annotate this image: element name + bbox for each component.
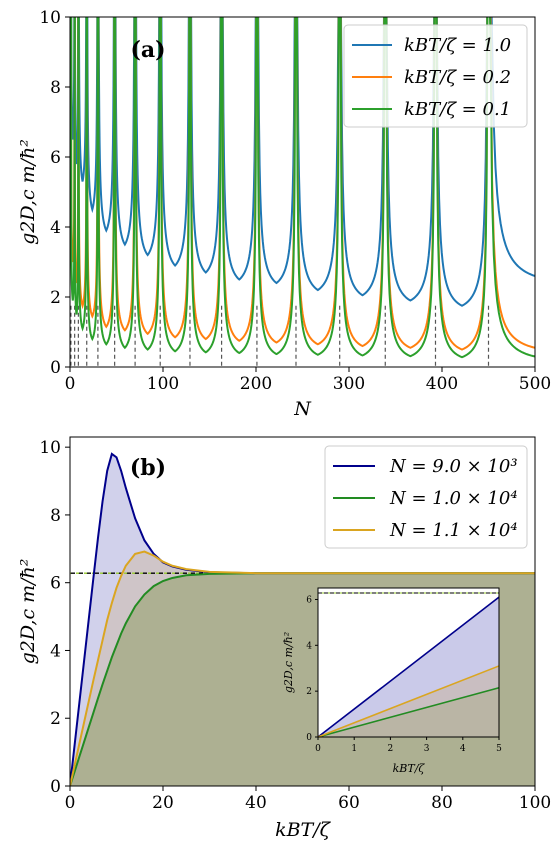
inset-x-tick-label: 2 (388, 744, 394, 754)
inset-x-tick-label: 0 (315, 744, 321, 754)
y-axis-label: g2D,c m/ħ² (17, 559, 39, 665)
panel-label-a: (a) (130, 37, 165, 63)
y-tick-label: 6 (50, 148, 61, 168)
series-line-3 (70, 550, 535, 786)
resonance-lines (70, 305, 490, 367)
x-tick-label: 100 (519, 793, 551, 813)
series-line-1 (70, 17, 535, 307)
inset-y-tick-label: 0 (306, 733, 312, 743)
axes-frame-b (69, 436, 536, 787)
y-tick-label: 2 (50, 288, 61, 308)
inset-y-tick-label: 6 (306, 595, 312, 605)
y-tick-label: 6 (50, 574, 61, 594)
inset: 0 1 2 3 4 5 0 2 4 6 kBT/ζ g2D,c m/ħ² (282, 587, 502, 775)
y-tick-label: 8 (50, 506, 61, 526)
legend-label: kBT/ζ = 0.2 (404, 67, 511, 88)
y-tick-label: 8 (50, 78, 61, 98)
inset-line-3 (317, 665, 500, 738)
series-line-3 (70, 17, 535, 359)
x-axis-label: kBT/ζ (275, 819, 332, 841)
x-tick-label: 300 (333, 374, 365, 394)
x-tick-label: 40 (245, 793, 267, 813)
x-tick-label: 0 (65, 793, 76, 813)
legend-label: kBT/ζ = 0.1 (404, 99, 511, 120)
inset-x-tick-label: 4 (460, 744, 466, 754)
legend-a: kBT/ζ = 1.0 kBT/ζ = 0.2 kBT/ζ = 0.1 (343, 24, 528, 128)
legend-b: N = 9.0 × 10³ N = 1.0 × 10⁴ N = 1.1 × 10⁴ (324, 445, 528, 549)
inset-x-tick-label: 1 (351, 744, 357, 754)
inset-y-tick-label: 2 (306, 687, 312, 697)
x-tick-label: 60 (338, 793, 360, 813)
legend-label: N = 1.0 × 10⁴ (389, 488, 518, 509)
series-line-2 (70, 572, 535, 786)
inset-x-tick-label: 5 (496, 744, 502, 754)
x-tick-label: 20 (152, 793, 174, 813)
legend-label: N = 1.1 × 10⁴ (389, 520, 518, 541)
inset-y-tick-label: 4 (306, 641, 312, 651)
y-tick-label: 0 (50, 777, 61, 797)
x-tick-label: 0 (65, 374, 76, 394)
x-tick-label: 200 (240, 374, 272, 394)
y-tick-label: 4 (50, 218, 61, 238)
legend-box (324, 445, 528, 549)
legend-label: kBT/ζ = 1.0 (404, 35, 511, 56)
y-tick-label: 10 (39, 438, 61, 458)
y-tick-label: 4 (50, 641, 61, 661)
inset-x-tick-label: 3 (424, 744, 430, 754)
panel-label-b: (b) (130, 455, 166, 481)
legend-box (343, 24, 528, 128)
inset-line-1 (317, 596, 500, 738)
x-tick-label: 80 (431, 793, 453, 813)
inset-line-2 (317, 686, 500, 738)
legend-label: N = 9.0 × 10³ (389, 456, 518, 477)
x-tick-label: 400 (426, 374, 458, 394)
y-tick-label: 2 (50, 709, 61, 729)
y-tick-label: 0 (50, 358, 61, 378)
curves-a (70, 17, 535, 359)
axes-frame-a (69, 16, 536, 368)
y-axis-label: g2D,c m/ħ² (17, 139, 39, 245)
inset-frame (317, 587, 500, 738)
x-tick-label: 500 (519, 374, 551, 394)
series-line-2 (70, 17, 535, 351)
y-tick-label: 10 (39, 8, 61, 28)
inset-y-axis-label: g2D,c m/ħ² (282, 632, 295, 693)
inset-x-axis-label: kBT/ζ (393, 762, 426, 775)
x-tick-label: 100 (147, 374, 179, 394)
x-axis-label: N (293, 398, 312, 420)
